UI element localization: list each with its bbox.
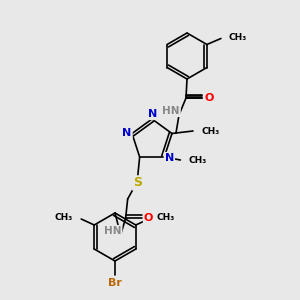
Text: S: S xyxy=(133,176,142,190)
Text: CH₃: CH₃ xyxy=(229,33,247,42)
Text: N: N xyxy=(148,109,158,119)
Text: N: N xyxy=(165,153,174,163)
Text: CH₃: CH₃ xyxy=(202,127,220,136)
Text: HN: HN xyxy=(162,106,180,116)
Text: N: N xyxy=(122,128,132,137)
Text: CH₃: CH₃ xyxy=(157,214,175,223)
Text: O: O xyxy=(144,213,153,223)
Text: CH₃: CH₃ xyxy=(188,157,207,166)
Text: O: O xyxy=(204,93,214,103)
Text: CH₃: CH₃ xyxy=(55,214,73,223)
Text: HN: HN xyxy=(104,226,122,236)
Text: Br: Br xyxy=(108,278,122,288)
